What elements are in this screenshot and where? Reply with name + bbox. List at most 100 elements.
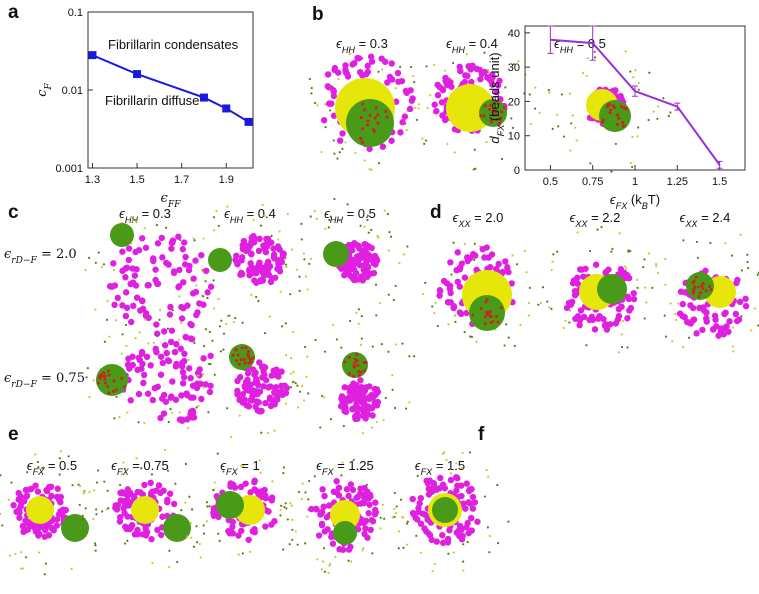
chromatin-bead xyxy=(262,399,269,407)
free-bead xyxy=(547,89,550,92)
free-bead xyxy=(393,507,396,510)
red-bead xyxy=(374,106,378,110)
chromatin-bead xyxy=(321,492,328,500)
free-bead xyxy=(740,315,743,318)
chromatin-bead xyxy=(369,412,376,419)
red-bead xyxy=(111,389,115,393)
free-bead xyxy=(569,149,572,152)
snapshot xyxy=(81,448,211,569)
chromatin-bead xyxy=(434,81,441,89)
label-part: = 2.2 xyxy=(587,210,620,225)
free-bead xyxy=(97,251,100,254)
free-bead xyxy=(366,214,370,217)
chromatin-bead xyxy=(359,399,366,406)
free-bead xyxy=(395,505,398,508)
label-part: = 0.4 xyxy=(243,206,276,221)
free-bead xyxy=(314,338,317,342)
chromatin-bead xyxy=(262,495,269,502)
chromatin-bead xyxy=(426,477,434,484)
red-bead xyxy=(385,115,389,119)
free-bead xyxy=(664,258,667,261)
free-bead xyxy=(88,490,91,494)
free-bead xyxy=(323,396,326,399)
chromatin-bead xyxy=(417,494,425,502)
label-part: = 2.0 xyxy=(470,210,503,225)
chromatin-bead xyxy=(576,321,583,329)
free-bead xyxy=(217,297,220,301)
chromatin-bead xyxy=(194,309,201,316)
free-bead xyxy=(195,525,198,528)
chromatin-bead xyxy=(202,381,209,388)
chromatin-bead xyxy=(321,528,328,535)
chromatin-bead xyxy=(54,485,61,492)
red-bead xyxy=(701,282,705,286)
red-bead xyxy=(700,284,704,288)
chromatin-bead xyxy=(361,530,368,538)
free-bead xyxy=(393,515,396,518)
chromatin-bead xyxy=(505,268,512,276)
free-bead xyxy=(226,205,229,208)
free-bead xyxy=(130,215,133,219)
chromatin-bead xyxy=(345,492,352,500)
free-bead xyxy=(486,68,490,72)
free-bead xyxy=(211,339,214,342)
red-bead xyxy=(482,114,486,118)
free-bead xyxy=(338,219,341,222)
chromatin-bead xyxy=(130,302,137,310)
label-part: = 2.4 xyxy=(697,210,730,225)
free-bead xyxy=(103,340,106,343)
label-part: = 0.5 xyxy=(343,206,376,221)
chromatin-bead xyxy=(726,318,733,325)
free-bead xyxy=(249,550,252,554)
free-bead xyxy=(202,532,206,535)
free-bead xyxy=(667,114,670,118)
free-bead xyxy=(277,238,280,241)
free-bead xyxy=(357,308,360,311)
free-bead xyxy=(114,319,118,322)
chromatin-bead xyxy=(368,253,375,261)
chromatin-bead xyxy=(274,256,281,264)
free-bead xyxy=(453,151,456,154)
free-bead xyxy=(298,275,301,278)
chromatin-bead xyxy=(122,312,130,320)
free-bead xyxy=(207,411,210,414)
chromatin-bead xyxy=(168,245,175,252)
free-bead xyxy=(313,210,316,213)
free-bead xyxy=(360,315,363,318)
chromatin-bead xyxy=(112,504,119,512)
chromatin-bead xyxy=(439,531,446,539)
chromatin-bead xyxy=(177,345,185,352)
chromatin-bead xyxy=(349,486,357,494)
free-bead xyxy=(568,92,572,95)
chromatin-bead xyxy=(160,487,167,494)
data-point xyxy=(199,93,208,102)
red-bead xyxy=(353,357,357,361)
chromatin-bead xyxy=(406,105,414,113)
label-subscript: XX xyxy=(684,219,698,229)
red-bead xyxy=(343,360,347,364)
chromatin-bead xyxy=(140,379,147,387)
chromatin-bead xyxy=(251,529,258,536)
chromatin-bead xyxy=(356,261,363,269)
free-bead xyxy=(342,425,345,428)
chromatin-bead xyxy=(504,264,511,271)
red-bead xyxy=(373,130,377,134)
free-bead xyxy=(478,245,482,248)
free-bead xyxy=(634,69,637,72)
y-tick-label: 10 xyxy=(508,131,520,143)
red-bead xyxy=(114,388,118,392)
free-bead xyxy=(463,330,466,334)
free-bead xyxy=(310,86,313,90)
chromatin-bead xyxy=(204,289,211,296)
chromatin-bead xyxy=(23,493,30,500)
chromatin-bead xyxy=(122,265,129,272)
free-bead xyxy=(394,512,398,515)
free-bead xyxy=(644,286,647,289)
free-bead xyxy=(746,253,749,256)
free-bead xyxy=(252,218,255,222)
chromatin-bead xyxy=(260,383,267,390)
free-bead xyxy=(206,296,209,300)
free-bead xyxy=(328,109,332,112)
chromatin-bead xyxy=(461,78,469,86)
